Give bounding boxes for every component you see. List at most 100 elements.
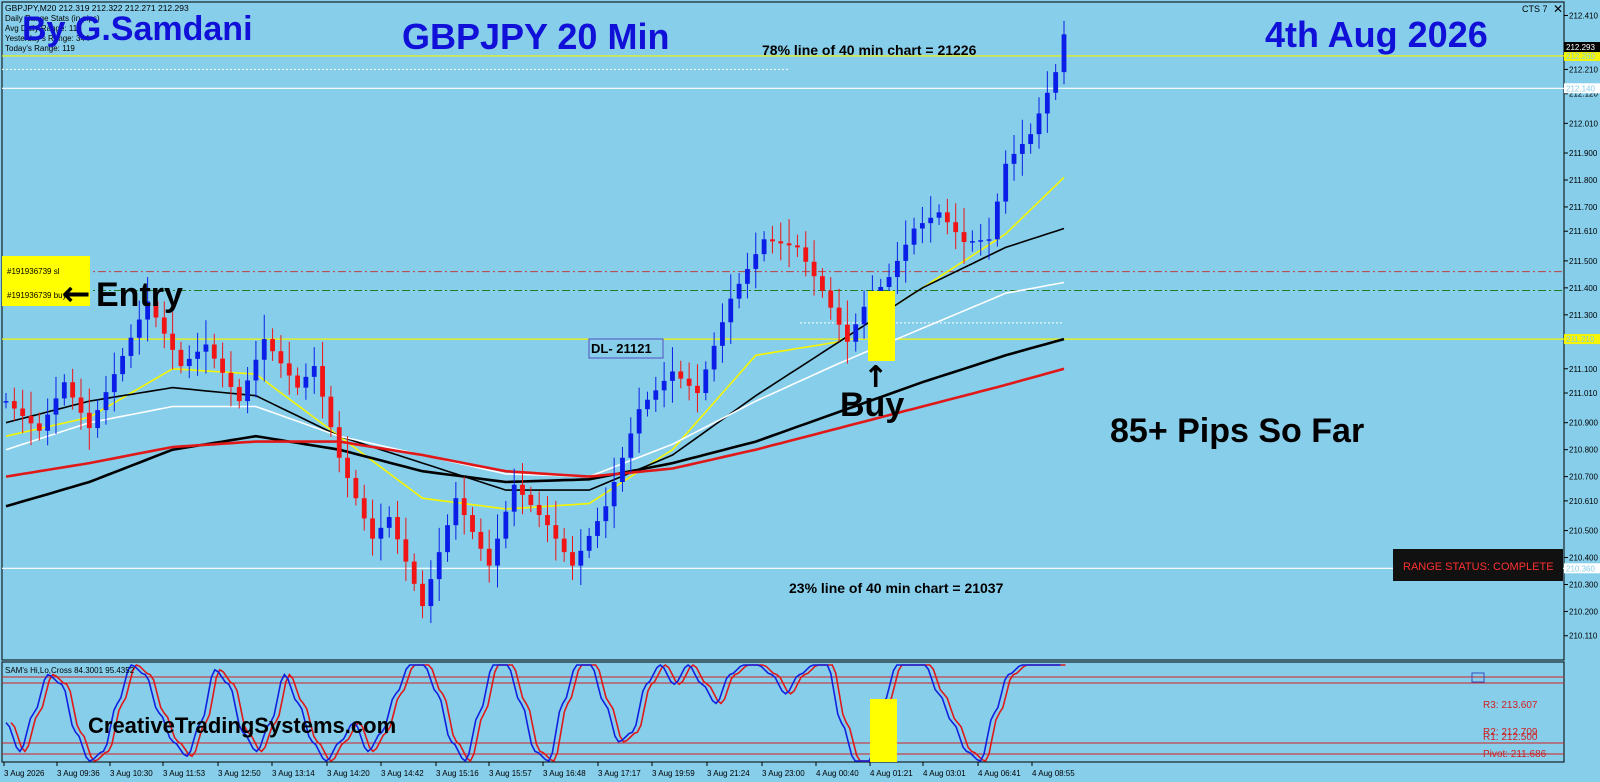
candle-body [345, 457, 350, 478]
candle-body [520, 484, 525, 495]
candle-body [811, 261, 817, 277]
level-price-label: 210.360 [1566, 564, 1595, 573]
candle-body [378, 527, 384, 539]
candle-body [986, 239, 992, 241]
y-tick-label: 212.120 [1569, 90, 1598, 99]
candle-body [178, 349, 184, 367]
candle-body [11, 401, 17, 409]
x-tick-label: 4 Aug 01:21 [870, 769, 913, 778]
order-sl-label: #191936739 sl [7, 267, 60, 276]
x-tick-label: 3 Aug 13:14 [272, 769, 315, 778]
current-price-tag [1564, 42, 1600, 53]
x-tick-label: 3 Aug 23:00 [762, 769, 805, 778]
y-tick-label: 210.110 [1569, 632, 1598, 641]
range-status-label: RANGE STATUS: COMPLETE [1403, 561, 1554, 573]
buy-signal-box [868, 291, 895, 361]
oscillator-title: SAM's Hi,Lo,Cross 84.3001 95.4352 [5, 666, 135, 675]
pivot-label-0: R3: 213.607 [1483, 700, 1538, 711]
candle-body [470, 515, 475, 532]
candle-body [170, 333, 176, 350]
candle-body [136, 319, 142, 338]
candle-body [728, 298, 734, 323]
candle-body [670, 371, 675, 381]
candle-body [111, 374, 117, 393]
candle-body [3, 401, 9, 403]
level-price-tag-0 [1564, 50, 1600, 61]
symbol-line: GBPJPY,M20 212.319 212.322 212.271 212.2… [5, 3, 189, 13]
candle-body [628, 433, 634, 458]
candle-body [228, 372, 234, 387]
close-icon[interactable]: ✕ [1553, 2, 1563, 16]
candle-body [61, 382, 67, 399]
y-tick-label: 210.800 [1569, 446, 1598, 455]
candle-body [278, 351, 284, 364]
candle-body [711, 345, 717, 370]
candle-body [661, 380, 667, 391]
candle-body [1036, 113, 1042, 135]
dl-label-box [588, 338, 664, 359]
candle-body [845, 324, 850, 342]
candle-body [295, 375, 300, 388]
x-tick-label: 3 Aug 11:53 [163, 769, 206, 778]
candle-body [236, 386, 242, 402]
level-price-tag-3 [1564, 563, 1600, 574]
candle-body [95, 410, 101, 429]
x-tick-label: 3 Aug 16:48 [543, 769, 586, 778]
candle-body [720, 322, 725, 346]
candle-body [403, 539, 409, 562]
candle-body [786, 243, 792, 246]
candle-body [303, 376, 309, 388]
candle-body [436, 552, 442, 580]
level-price-label: 212.260 [1566, 52, 1595, 61]
candle-body [820, 276, 825, 291]
candle-body [211, 344, 217, 359]
candle-body [336, 427, 342, 458]
oscillator-plot-area[interactable] [1, 661, 1565, 763]
candle-body [953, 222, 959, 233]
candle-body [745, 268, 750, 284]
candle-body [320, 366, 325, 397]
candle-body [770, 239, 775, 242]
window-icon[interactable] [1471, 672, 1485, 683]
candle-body [70, 382, 76, 398]
level-price-label: 212.140 [1566, 84, 1595, 93]
candle-body [195, 351, 201, 359]
candle-body [894, 260, 900, 278]
candle-body [395, 517, 400, 540]
main-plot-area[interactable] [1, 1, 1565, 661]
candle-body [686, 378, 692, 386]
x-tick-label: 3 Aug 19:59 [652, 769, 695, 778]
candle-body [361, 498, 367, 519]
osc-signal-box [870, 699, 897, 762]
candle-body [28, 415, 34, 424]
y-tick-label: 211.100 [1569, 365, 1598, 374]
pips-label: 85+ Pips So Far [1110, 412, 1364, 450]
candle-body [736, 283, 742, 299]
candle-body [511, 484, 517, 512]
y-tick-label: 212.410 [1569, 11, 1598, 20]
y-tick-label: 210.900 [1569, 419, 1598, 428]
candle-body [603, 506, 609, 522]
candle-body [778, 241, 784, 244]
x-tick-label: 3 Aug 21:24 [707, 769, 750, 778]
y-tick-label: 211.700 [1569, 203, 1598, 212]
y-tick-label: 211.800 [1569, 176, 1598, 185]
x-tick-label: 3 Aug 15:16 [436, 769, 479, 778]
candle-body [795, 245, 800, 248]
candle-body [220, 358, 225, 373]
candle-body [761, 239, 767, 255]
candle-body [928, 217, 934, 224]
candle-body [595, 521, 600, 536]
candle-body [936, 212, 942, 218]
x-tick-label: 3 Aug 12:50 [218, 769, 261, 778]
info-line-3: Yesterday's Range: 344 [5, 34, 90, 43]
candle-body [370, 518, 375, 539]
level-price-label: 211.210 [1566, 335, 1595, 344]
y-tick-label: 212.210 [1569, 65, 1598, 74]
candle-body [186, 358, 192, 367]
candle-body [570, 552, 575, 566]
candle-body [836, 307, 842, 325]
buy-arrow-icon: ↑ [863, 360, 888, 395]
